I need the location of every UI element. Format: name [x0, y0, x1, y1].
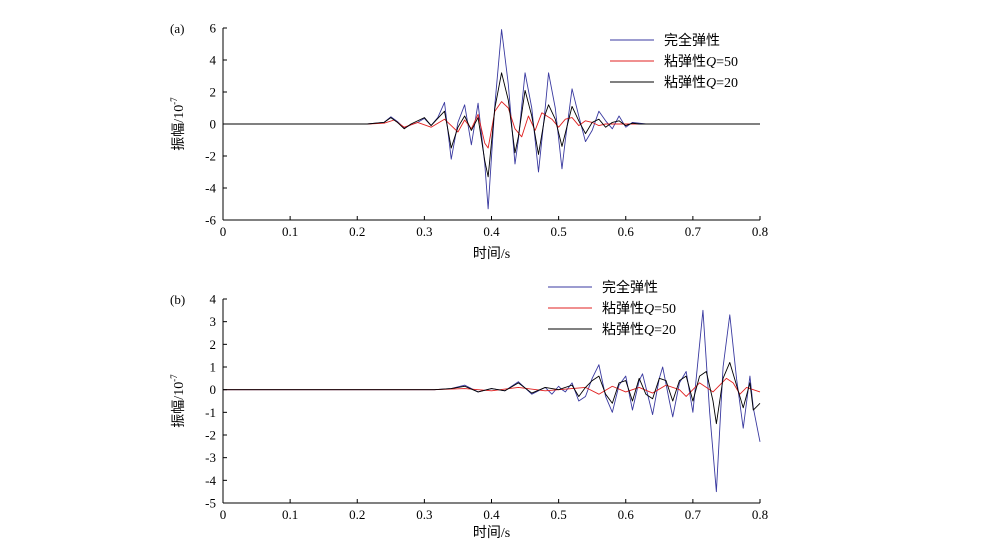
- series-line-1: [223, 29, 760, 210]
- y-tick-label: 2: [210, 337, 217, 352]
- legend-suffix: =50: [654, 302, 676, 317]
- legend-entry: 完全弹性: [664, 32, 720, 49]
- x-tick-label: 0.7: [685, 507, 702, 522]
- legend-suffix: =20: [716, 76, 738, 91]
- x-tick-label: 0.3: [416, 507, 432, 522]
- series-line-2: [223, 101, 760, 149]
- legend-q: Q: [644, 302, 654, 317]
- x-tick-label: 0: [220, 224, 227, 239]
- series-line-3: [223, 362, 761, 425]
- series-line-3: [223, 72, 760, 178]
- x-axis-label: 时间/s: [473, 246, 510, 262]
- series-line-2: [223, 377, 761, 397]
- legend-prefix: 完全弹性: [664, 32, 720, 49]
- y-axis-label: 振幅/10-7: [169, 374, 187, 428]
- y-tick-label: 0: [210, 382, 217, 397]
- legend-q: Q: [706, 76, 716, 91]
- y-tick-label: 4: [210, 292, 217, 307]
- y-tick-label: 3: [210, 314, 217, 329]
- legend-entry: 完全弹性: [602, 279, 658, 296]
- y-axis-label-text: 振幅/10: [171, 382, 187, 428]
- x-tick-label: 0.4: [483, 224, 500, 239]
- y-tick-label: 0: [210, 117, 217, 132]
- legend-entry: 粘弹性Q=50: [664, 54, 738, 70]
- legend-entry: 粘弹性Q=20: [602, 322, 676, 338]
- legend-q: Q: [644, 323, 654, 338]
- legend-prefix: 完全弹性: [602, 279, 658, 296]
- y-tick-label: 1: [210, 360, 217, 375]
- x-axis-label: 时间/s: [473, 525, 510, 541]
- legend-prefix: 粘弹性: [602, 301, 644, 317]
- x-tick-label: 0.8: [752, 224, 768, 239]
- x-tick-label: 0.7: [685, 224, 702, 239]
- panel-label: (a): [170, 21, 184, 36]
- y-tick-label: -6: [205, 213, 216, 228]
- x-tick-label: 0: [220, 507, 227, 522]
- x-tick-label: 0.5: [551, 507, 567, 522]
- y-tick-label: -4: [205, 181, 216, 196]
- legend-prefix: 粘弹性: [602, 322, 644, 338]
- legend-prefix: 粘弹性: [664, 54, 706, 70]
- y-tick-label: -2: [205, 428, 216, 443]
- x-tick-label: 0.6: [618, 507, 635, 522]
- legend-entry: 粘弹性Q=50: [602, 301, 676, 317]
- x-tick-label: 0.1: [282, 507, 298, 522]
- y-tick-label: 2: [210, 85, 217, 100]
- y-axis-label: 振幅/10-7: [169, 97, 187, 151]
- legend-suffix: =20: [654, 323, 676, 338]
- legend-suffix: =50: [716, 55, 738, 70]
- y-axis-label-text: 振幅/10: [171, 105, 187, 151]
- y-tick-label: 6: [210, 21, 217, 36]
- panel-b-chart: 0 0.1 0.2 0.3 0.4 0.5 0.6 0.7 0.8 -5 -4 -3 -2 -1 0 1 2 3 4…: [169, 279, 768, 541]
- y-axis-label-exponent: -7: [169, 97, 179, 105]
- series-line-1: [223, 309, 761, 493]
- y-tick-label: -3: [205, 450, 216, 465]
- legend-entry: 粘弹性Q=20: [664, 75, 738, 91]
- x-tick-label: 0.2: [349, 224, 365, 239]
- x-tick-label: 0.3: [416, 224, 432, 239]
- y-tick-label: -5: [205, 496, 216, 511]
- x-tick-label: 0.1: [282, 224, 298, 239]
- x-tick-label: 0.8: [752, 507, 768, 522]
- y-tick-label: -2: [205, 149, 216, 164]
- x-tick-label: 0.4: [483, 507, 500, 522]
- x-tick-label: 0.5: [551, 224, 567, 239]
- legend-prefix: 粘弹性: [664, 75, 706, 91]
- y-axis-label-exponent: -7: [169, 374, 179, 382]
- y-tick-label: -4: [205, 473, 216, 488]
- x-tick-label: 0.6: [618, 224, 635, 239]
- y-tick-label: 4: [210, 53, 217, 68]
- panel-label: (b): [170, 292, 185, 307]
- x-tick-label: 0.2: [349, 507, 365, 522]
- y-tick-label: -1: [205, 405, 216, 420]
- panel-a-chart: 0 0.1 0.2 0.3 0.4 0.5 0.6 0.7 0.8 -6 -4 -2 0 2 4 6 (a) 时间…: [169, 21, 768, 263]
- legend-q: Q: [706, 55, 716, 70]
